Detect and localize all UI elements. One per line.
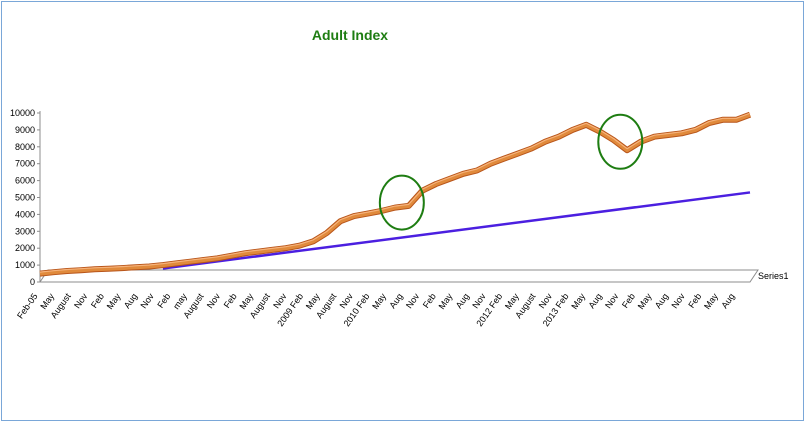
y-tick-label: 1000 [15, 260, 35, 270]
x-tick-label: Aug [122, 291, 139, 310]
series1-line-shadow [39, 111, 752, 277]
x-tick-label: Aug [719, 291, 736, 310]
y-tick-label: 6000 [15, 176, 35, 186]
chart-floor [39, 269, 759, 283]
x-tick-label: Feb [421, 291, 438, 309]
x-tick-label: Nov [72, 291, 90, 310]
x-tick-label: Feb [620, 291, 637, 309]
highlight-circle [378, 174, 425, 231]
x-tick-label: Feb-05 [15, 291, 40, 320]
highlight-circle [597, 113, 644, 170]
x-tick-label: Aug [653, 291, 670, 310]
y-tick-label: 2000 [15, 243, 35, 253]
y-tick-label: 4000 [15, 209, 35, 219]
x-tick-label: Nov [205, 291, 223, 310]
legend-series1: Series1 [758, 271, 789, 281]
x-tick-label: May [636, 291, 654, 311]
y-tick-label: 5000 [15, 193, 35, 203]
x-tick-label: Feb [155, 291, 172, 309]
trend-line [162, 191, 751, 270]
x-tick-label: May [105, 291, 123, 311]
series1-line-highlight [39, 112, 751, 273]
x-tick-label: Nov [669, 291, 687, 310]
x-tick-label: Feb [686, 291, 703, 309]
x-tick-label: Aug [387, 291, 404, 310]
x-tick-label: Aug [454, 291, 471, 310]
chart-title: Adult Index [311, 27, 389, 43]
y-tick-label: 10000 [10, 108, 35, 118]
y-tick-label: 9000 [15, 125, 35, 135]
x-tick-label: May [370, 291, 388, 311]
x-tick-label: Nov [138, 291, 156, 310]
y-tick-label: 7000 [15, 159, 35, 169]
x-tick-label: Aug [586, 291, 603, 310]
x-tick-label: Feb [222, 291, 239, 309]
x-tick-label: Feb [89, 291, 106, 309]
x-tick-label: May [569, 291, 587, 311]
x-tick-label: Nov [603, 291, 621, 310]
x-tick-label: Nov [404, 291, 422, 310]
y-tick-label: 8000 [15, 142, 35, 152]
y-tick-label: 0 [30, 277, 35, 287]
x-tick-label: May [702, 291, 720, 311]
x-tick-label: May [437, 291, 455, 311]
y-tick-label: 3000 [15, 226, 35, 236]
